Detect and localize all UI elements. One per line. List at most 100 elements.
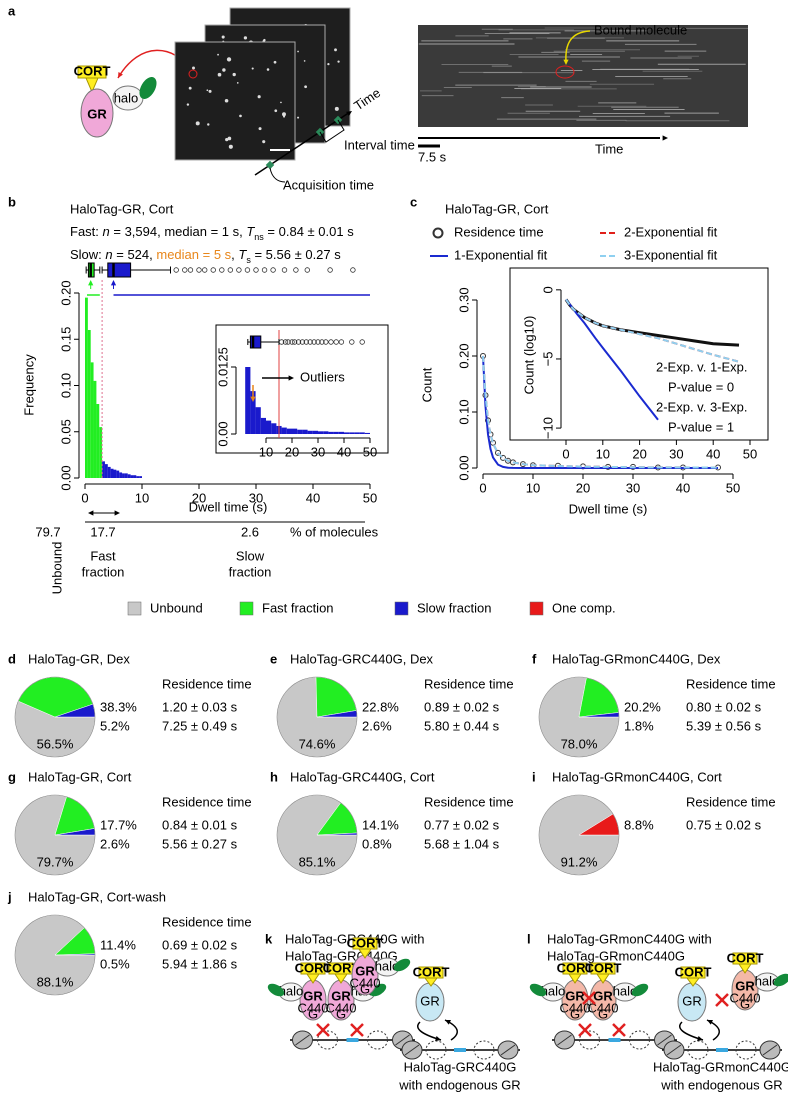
label: CORT: [413, 964, 450, 979]
spot: [217, 72, 222, 77]
histogram-bar: [359, 432, 365, 434]
label: halo: [541, 983, 566, 998]
annotation: P-value = 0: [668, 379, 734, 394]
label: CORT: [323, 960, 360, 975]
residence-title: Residence time: [162, 794, 252, 809]
pie-title: HaloTag-GRmonC440G, Dex: [552, 651, 721, 666]
spot: [258, 127, 262, 131]
outlier: [244, 267, 251, 273]
legend-label: Fast fraction: [262, 600, 334, 615]
label: C440: [349, 975, 380, 990]
label: CORT: [585, 960, 622, 975]
outlier: [327, 267, 333, 273]
outlier: [350, 267, 356, 273]
histogram-bar: [250, 391, 256, 434]
residence-time: 5.56 ± 0.27 s: [162, 836, 238, 851]
panel-title: HaloTag-GRmonC440G with: [547, 931, 712, 946]
y-tick-label: 0.00: [58, 465, 73, 490]
point: [505, 457, 511, 464]
arrow-head: [563, 59, 569, 65]
panel-letter: d: [8, 651, 16, 666]
outlier: [303, 339, 309, 345]
nucleosome: [317, 1030, 338, 1050]
label: halo: [375, 958, 400, 973]
histogram-bar: [110, 468, 114, 478]
subtitle-part: median = 5 s: [156, 247, 231, 262]
data-label: 0.5%: [100, 956, 130, 971]
label: Time: [351, 85, 383, 113]
nucleosome: [735, 1040, 757, 1060]
label: CORT: [675, 964, 712, 979]
label: GR: [593, 988, 613, 1003]
binding-site: [346, 1038, 359, 1042]
fluorophore: [267, 983, 285, 997]
y-tick-label: −10: [540, 417, 555, 439]
subtitle-part: n: [105, 247, 112, 262]
spot: [266, 68, 270, 71]
fraction-label: fraction: [82, 564, 125, 579]
x-tick-label: 50: [743, 446, 757, 461]
spot: [207, 123, 210, 126]
x-tick-label: 40: [337, 444, 351, 459]
outlier: [295, 339, 302, 345]
residence-time: 0.84 ± 0.01 s: [162, 817, 238, 832]
block: [582, 991, 596, 1005]
panel-letter: l: [527, 931, 531, 946]
fraction-label: Slow: [236, 548, 265, 563]
histogram-bar: [281, 427, 287, 434]
spot: [226, 57, 232, 62]
legend-label: Residence time: [454, 224, 544, 239]
pie-title: HaloTag-GR, Dex: [28, 651, 130, 666]
cort-box: [300, 962, 326, 975]
y-tick-label: 0.00: [456, 455, 471, 480]
nucleosome-stripe: [666, 1044, 682, 1056]
spot: [225, 138, 229, 142]
spot: [217, 53, 219, 56]
label: G: [740, 996, 750, 1011]
nucleosome-stripe: [404, 1044, 420, 1056]
panel-footer: HaloTag-GRmonC440G: [653, 1059, 788, 1074]
residence-time: 1.20 ± 0.03 s: [162, 699, 238, 714]
data-label: 74.6%: [299, 736, 336, 751]
residence-time: 0.75 ± 0.02 s: [686, 817, 762, 832]
fraction-value: 79.7: [35, 524, 60, 539]
legend-marker: [432, 227, 444, 239]
histogram-bar: [107, 466, 111, 478]
kymograph: [418, 25, 748, 127]
outlier: [338, 339, 345, 345]
histogram-bar: [127, 474, 131, 478]
spot: [297, 116, 300, 119]
data-label: 1.8%: [624, 718, 654, 733]
residence-title: Residence time: [162, 676, 252, 691]
spot: [232, 72, 236, 77]
pie-outline: [276, 794, 358, 876]
pie-slice: [315, 676, 357, 718]
label: CORT: [557, 960, 594, 975]
arrow-head: [445, 1019, 451, 1025]
y-axis-label: Frequency: [21, 354, 36, 416]
label: Interval time: [344, 137, 415, 152]
spot: [283, 115, 286, 118]
label: G: [308, 1006, 318, 1021]
label: halo: [279, 983, 304, 998]
annotation: 2-Exp. v. 1-Exp.: [656, 359, 748, 374]
cort-box: [732, 952, 758, 965]
data-label: 0.8%: [362, 836, 392, 851]
histogram-bar: [102, 461, 105, 478]
histogram-bar: [312, 430, 318, 434]
arrow-head: [346, 111, 352, 117]
spot: [274, 109, 278, 113]
outlier: [196, 267, 202, 273]
label: HaloTag-GR, Cort: [445, 201, 549, 216]
arrow-head: [662, 135, 668, 141]
point: [500, 454, 506, 461]
outlier: [307, 339, 313, 345]
spot: [224, 98, 229, 103]
label: CORT: [347, 935, 384, 950]
spot: [297, 50, 299, 53]
y-axis-label: Count: [419, 367, 434, 402]
panel-letter: a: [8, 3, 16, 18]
outlier: [173, 267, 179, 273]
x-tick-label: 20: [632, 446, 646, 461]
acq-arrow: [269, 167, 286, 183]
